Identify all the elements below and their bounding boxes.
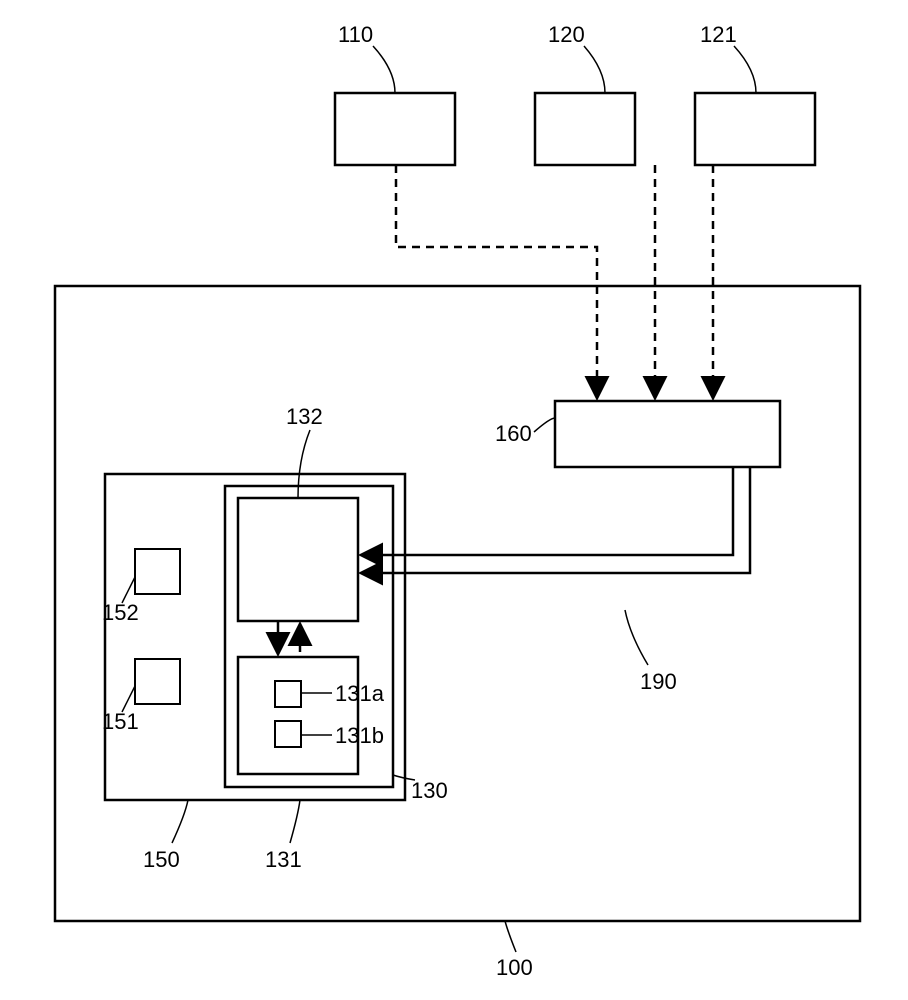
block-box_131b xyxy=(275,721,301,747)
leader-ld121 xyxy=(734,46,756,93)
label-l131b: 131b xyxy=(335,723,384,748)
block-box_132 xyxy=(238,498,358,621)
leader-ld100 xyxy=(505,921,516,952)
label-l130: 130 xyxy=(411,778,448,803)
label-l152: 152 xyxy=(102,600,139,625)
block-box_110 xyxy=(335,93,455,165)
label-l150: 150 xyxy=(143,847,180,872)
label-l110: 110 xyxy=(338,22,373,47)
leader-ld120 xyxy=(584,46,605,93)
label-l100: 100 xyxy=(496,955,533,980)
label-l131: 131 xyxy=(265,847,302,872)
diagram-canvas: 110 120 121 132 160 152 151 131a 131b 130 190 150 13… xyxy=(0,0,908,1000)
label-l151: 151 xyxy=(102,709,139,734)
label-l132: 132 xyxy=(286,404,323,429)
label-l160: 160 xyxy=(495,421,532,446)
block-box_131 xyxy=(238,657,358,774)
label-l120: 120 xyxy=(548,22,585,47)
block-box_152 xyxy=(135,549,180,594)
block-box_121 xyxy=(695,93,815,165)
block-box_131a xyxy=(275,681,301,707)
block-box_151 xyxy=(135,659,180,704)
label-l121: 121 xyxy=(700,22,737,47)
label-l131a: 131a xyxy=(335,681,385,706)
label-l190: 190 xyxy=(640,669,677,694)
block-box_160 xyxy=(555,401,780,467)
block-box_120 xyxy=(535,93,635,165)
leader-ld110 xyxy=(373,46,395,93)
